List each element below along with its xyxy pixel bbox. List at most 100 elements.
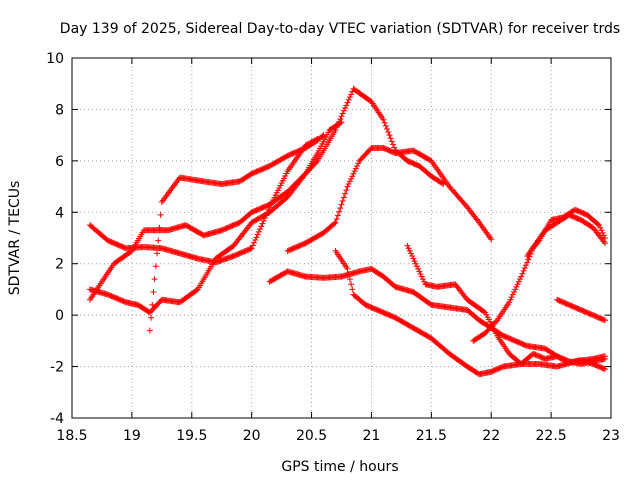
- plus-marker: [519, 270, 526, 277]
- y-axis-title: SDTVAR / TECUs: [7, 181, 23, 296]
- y-tick-label: -4: [50, 411, 64, 427]
- plus-marker: [419, 276, 426, 283]
- plus-marker: [381, 119, 388, 126]
- x-tick-label: 22: [482, 428, 500, 444]
- plus-marker: [332, 219, 339, 226]
- plus-marker: [513, 283, 520, 290]
- plus-marker: [514, 281, 521, 288]
- plus-marker: [334, 212, 341, 219]
- plus-marker: [344, 265, 351, 272]
- plus-marker: [247, 245, 254, 252]
- plus-marker: [411, 258, 418, 265]
- plus-marker: [412, 260, 419, 267]
- plus-marker: [390, 141, 397, 148]
- plus-marker: [343, 187, 350, 194]
- plus-marker: [339, 197, 346, 204]
- plus-marker: [155, 237, 162, 244]
- plus-marker: [521, 265, 528, 272]
- plus-marker: [351, 168, 358, 175]
- plus-marker: [150, 289, 157, 295]
- plus-marker: [346, 94, 353, 101]
- plus-marker: [348, 91, 355, 98]
- plus-marker: [415, 265, 422, 272]
- plus-marker: [343, 102, 350, 109]
- plus-marker: [149, 301, 156, 308]
- plus-marker: [407, 250, 414, 257]
- plus-marker: [481, 308, 488, 315]
- plus-marker: [338, 113, 345, 120]
- x-tick-label: 20: [243, 428, 261, 444]
- plus-marker: [406, 247, 413, 254]
- plus-marker: [255, 228, 262, 235]
- plus-marker: [154, 250, 161, 257]
- plus-marker: [346, 276, 353, 283]
- plus-marker: [340, 107, 347, 114]
- y-tick-label: 8: [55, 102, 64, 118]
- plus-marker: [416, 268, 423, 275]
- series-track-4: [146, 132, 327, 334]
- plus-marker: [251, 239, 258, 246]
- plus-marker: [488, 236, 495, 243]
- plus-marker: [151, 276, 158, 283]
- plus-marker: [413, 263, 420, 270]
- plus-marker: [344, 183, 351, 190]
- plus-marker: [252, 237, 259, 244]
- plus-marker: [382, 122, 389, 129]
- plus-marker: [349, 286, 356, 293]
- plus-marker: [385, 129, 392, 136]
- plus-marker: [258, 223, 265, 230]
- plus-marker: [253, 234, 260, 241]
- x-tick-label: 18.5: [56, 428, 87, 444]
- plus-marker: [602, 355, 609, 362]
- plus-marker: [260, 217, 267, 224]
- series-track-3: [86, 119, 345, 316]
- plus-marker: [340, 194, 347, 201]
- plus-marker: [508, 294, 515, 301]
- plot-frame: [71, 57, 612, 419]
- plus-marker: [518, 273, 525, 280]
- plus-marker: [409, 253, 416, 259]
- plus-marker: [525, 256, 532, 263]
- plus-marker: [391, 144, 398, 151]
- plus-marker: [598, 227, 605, 234]
- plus-marker: [344, 99, 351, 106]
- plus-marker: [594, 221, 601, 228]
- plus-marker: [410, 255, 417, 262]
- plus-marker: [405, 245, 412, 252]
- plus-marker: [515, 278, 522, 285]
- plus-marker: [600, 365, 607, 372]
- y-tick-label: 6: [55, 154, 64, 170]
- plus-marker: [599, 229, 606, 236]
- plus-marker: [602, 317, 609, 324]
- series-track-2: [86, 85, 447, 303]
- plus-marker: [337, 120, 344, 127]
- series-track-6: [284, 145, 495, 254]
- y-tick-label: 0: [55, 308, 64, 324]
- plus-marker: [248, 245, 255, 252]
- plus-marker: [342, 190, 349, 197]
- plus-marker: [337, 205, 344, 212]
- plus-marker: [249, 242, 256, 249]
- plus-marker: [339, 110, 346, 117]
- data-marks: [86, 85, 609, 378]
- plus-marker: [336, 208, 343, 215]
- plus-marker: [355, 160, 362, 167]
- plus-marker: [346, 178, 353, 185]
- plus-marker: [380, 116, 387, 123]
- plus-marker: [338, 119, 345, 126]
- plus-marker: [345, 271, 352, 277]
- plus-marker: [352, 165, 359, 172]
- plus-marker: [345, 181, 352, 187]
- plus-marker: [259, 220, 266, 227]
- plus-marker: [507, 296, 514, 303]
- plus-marker: [349, 173, 356, 180]
- plus-marker: [524, 259, 531, 266]
- plus-marker: [348, 281, 355, 288]
- plus-marker: [596, 222, 603, 229]
- x-tick-label: 20.5: [296, 428, 327, 444]
- plus-marker: [522, 262, 529, 269]
- y-tick-label: 10: [46, 51, 64, 67]
- plus-marker: [152, 263, 159, 270]
- plus-marker: [404, 242, 411, 249]
